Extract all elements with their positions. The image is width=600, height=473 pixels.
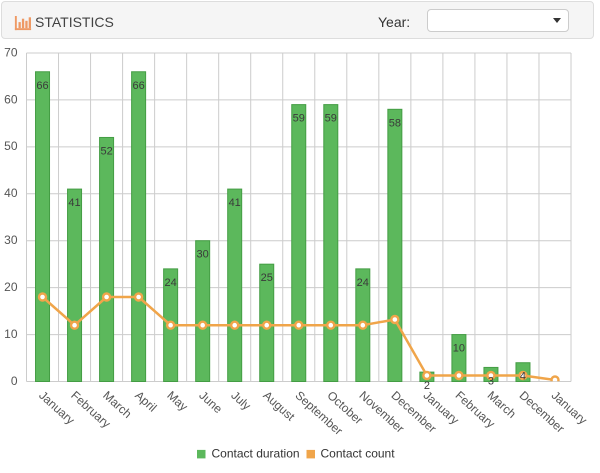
svg-text:66: 66 [132, 80, 144, 92]
svg-text:30: 30 [4, 233, 18, 247]
svg-text:May: May [164, 388, 190, 414]
svg-text:59: 59 [325, 113, 337, 125]
svg-text:Contact duration: Contact duration [212, 447, 300, 461]
svg-text:50: 50 [4, 139, 18, 153]
svg-text:20: 20 [4, 280, 18, 294]
svg-text:25: 25 [261, 272, 273, 284]
svg-text:60: 60 [4, 92, 18, 106]
svg-text:10: 10 [4, 327, 18, 341]
svg-text:Contact count: Contact count [321, 447, 396, 461]
svg-text:30: 30 [197, 249, 209, 261]
svg-text:August: August [260, 388, 298, 424]
svg-text:58: 58 [389, 117, 401, 129]
svg-text:52: 52 [100, 145, 112, 157]
svg-text:24: 24 [165, 277, 177, 289]
svg-text:40: 40 [4, 186, 18, 200]
svg-text:June: June [196, 388, 225, 416]
svg-text:2: 2 [424, 380, 430, 392]
svg-text:24: 24 [357, 277, 369, 289]
svg-text:10: 10 [453, 343, 465, 355]
svg-text:July: July [228, 388, 253, 413]
svg-text:41: 41 [68, 197, 80, 209]
svg-text:41: 41 [229, 197, 241, 209]
svg-text:66: 66 [36, 80, 48, 92]
svg-text:3: 3 [488, 375, 494, 387]
svg-text:59: 59 [293, 113, 305, 125]
svg-text:4: 4 [520, 371, 526, 383]
svg-text:April: April [132, 388, 159, 414]
svg-text:0: 0 [11, 374, 18, 388]
svg-text:70: 70 [4, 45, 18, 59]
